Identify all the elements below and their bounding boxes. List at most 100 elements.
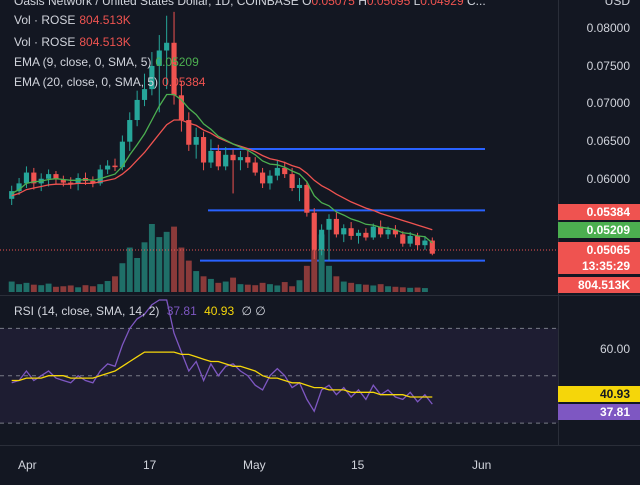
ema9-price-tag: 0.05209 — [558, 222, 640, 238]
candle-19 — [149, 52, 155, 96]
candle-body-11 — [90, 181, 96, 184]
legend-vol-2[interactable]: Vol · ROSE 804.513K — [14, 34, 131, 50]
high-label: H — [358, 0, 367, 8]
legend-vol-1-label: Vol · ROSE — [14, 13, 76, 27]
candle-39 — [296, 177, 303, 202]
price-tick-1: 0.07500 — [586, 59, 630, 73]
candle-30 — [230, 149, 236, 194]
candle-8 — [68, 177, 74, 189]
rsi-value: 37.81 — [166, 304, 197, 318]
volume-bar-48 — [362, 284, 369, 292]
volume-bar-52 — [392, 286, 399, 292]
volume-bar-1 — [16, 284, 23, 292]
candle-body-54 — [407, 235, 413, 244]
volume-bar-28 — [215, 282, 222, 292]
volume-bar-19 — [148, 224, 155, 292]
candle-1 — [16, 177, 22, 195]
candle-body-41 — [311, 212, 317, 250]
candle-13 — [105, 160, 111, 175]
candle-26 — [200, 131, 207, 171]
candle-20 — [156, 35, 162, 113]
candle-body-24 — [186, 120, 192, 145]
candle-44 — [333, 212, 339, 238]
volume-bar-38 — [289, 286, 296, 292]
rsi-ma-tag: 40.93 — [558, 386, 640, 402]
candle-body-39 — [296, 184, 303, 189]
candle-body-51 — [385, 229, 391, 235]
candle-54 — [407, 232, 413, 247]
candle-body-47 — [355, 232, 362, 236]
volume-bar-22 — [171, 226, 177, 292]
volume-bar-26 — [200, 276, 207, 292]
last-price-tag: 0.05065 — [558, 242, 640, 258]
volume-bar-16 — [126, 247, 133, 292]
candle-33 — [252, 157, 258, 176]
candle-body-21 — [164, 42, 170, 51]
candle-32 — [245, 150, 251, 168]
volume-bar-42 — [318, 234, 325, 292]
candle-body-32 — [245, 157, 251, 163]
rsi-band — [0, 327, 558, 424]
volume-bar-32 — [244, 284, 251, 292]
legend-ema-9-value: 0.05209 — [155, 55, 199, 69]
candle-48 — [363, 228, 369, 241]
legend-ema-9[interactable]: EMA (9, close, 0, SMA, 5) 0.05209 — [14, 54, 199, 70]
legend-ema-20-label: EMA (20, close, 0, SMA, 5) — [14, 75, 159, 89]
candle-body-37 — [282, 167, 288, 175]
open-label: O — [302, 0, 312, 8]
volume-bar-10 — [82, 285, 89, 292]
candle-body-34 — [260, 172, 266, 184]
candle-body-3 — [31, 172, 37, 184]
candle-38 — [289, 167, 295, 192]
legend-vol-1[interactable]: Vol · ROSE 804.513K — [14, 12, 131, 28]
candle-body-57 — [429, 240, 435, 254]
volume-bar-4 — [38, 285, 45, 292]
candle-body-53 — [400, 234, 406, 244]
volume-bar-41 — [311, 250, 318, 292]
candle-46 — [348, 222, 354, 240]
candle-41 — [311, 208, 317, 260]
volume-bar-18 — [141, 242, 148, 292]
candle-21 — [164, 15, 170, 90]
volume-bar-13 — [104, 281, 111, 292]
candle-2 — [23, 166, 30, 189]
time-label-jun: Jun — [472, 458, 492, 472]
time-label-may: May — [243, 458, 266, 472]
volume-tag: 804.513K — [558, 277, 640, 293]
symbol-title: Oasis Network / United States Dollar, 1D… — [14, 0, 299, 8]
candle-body-6 — [53, 174, 59, 180]
candle-31 — [237, 150, 244, 171]
volume-bar-53 — [399, 287, 406, 292]
volume-bar-14 — [112, 276, 118, 292]
volume-bar-35 — [267, 284, 273, 292]
candle-45 — [341, 224, 347, 243]
volume-bar-34 — [259, 282, 266, 292]
volume-bar-51 — [385, 286, 391, 292]
rsi-legend[interactable]: RSI (14, close, SMA, 14, 2) 37.81 40.93 … — [14, 304, 266, 318]
volume-bar-50 — [377, 284, 384, 292]
candle-body-5 — [46, 174, 52, 179]
candle-body-33 — [252, 162, 258, 173]
candle-body-2 — [23, 172, 30, 184]
volume-bar-36 — [274, 285, 281, 292]
candle-27 — [208, 139, 214, 168]
candle-body-56 — [422, 240, 428, 246]
candle-body-48 — [363, 232, 369, 238]
candle-body-43 — [326, 218, 332, 230]
candle-23 — [178, 81, 184, 132]
volume-bar-11 — [89, 286, 96, 292]
candle-body-42 — [319, 229, 325, 250]
candle-body-36 — [274, 167, 280, 176]
open-value: 0.05075 — [311, 0, 355, 8]
candle-body-40 — [304, 184, 310, 213]
legend-ema-9-label: EMA (9, close, 0, SMA, 5) — [14, 55, 152, 69]
rsi-extra: ∅ ∅ — [241, 304, 266, 318]
candle-body-17 — [134, 99, 140, 121]
candle-25 — [193, 127, 199, 159]
candle-49 — [370, 223, 376, 240]
legend-ema-20[interactable]: EMA (20, close, 0, SMA, 5) 0.05384 — [14, 74, 205, 90]
volume-bar-7 — [60, 286, 67, 292]
candle-body-46 — [348, 228, 354, 236]
candle-15 — [119, 135, 125, 171]
